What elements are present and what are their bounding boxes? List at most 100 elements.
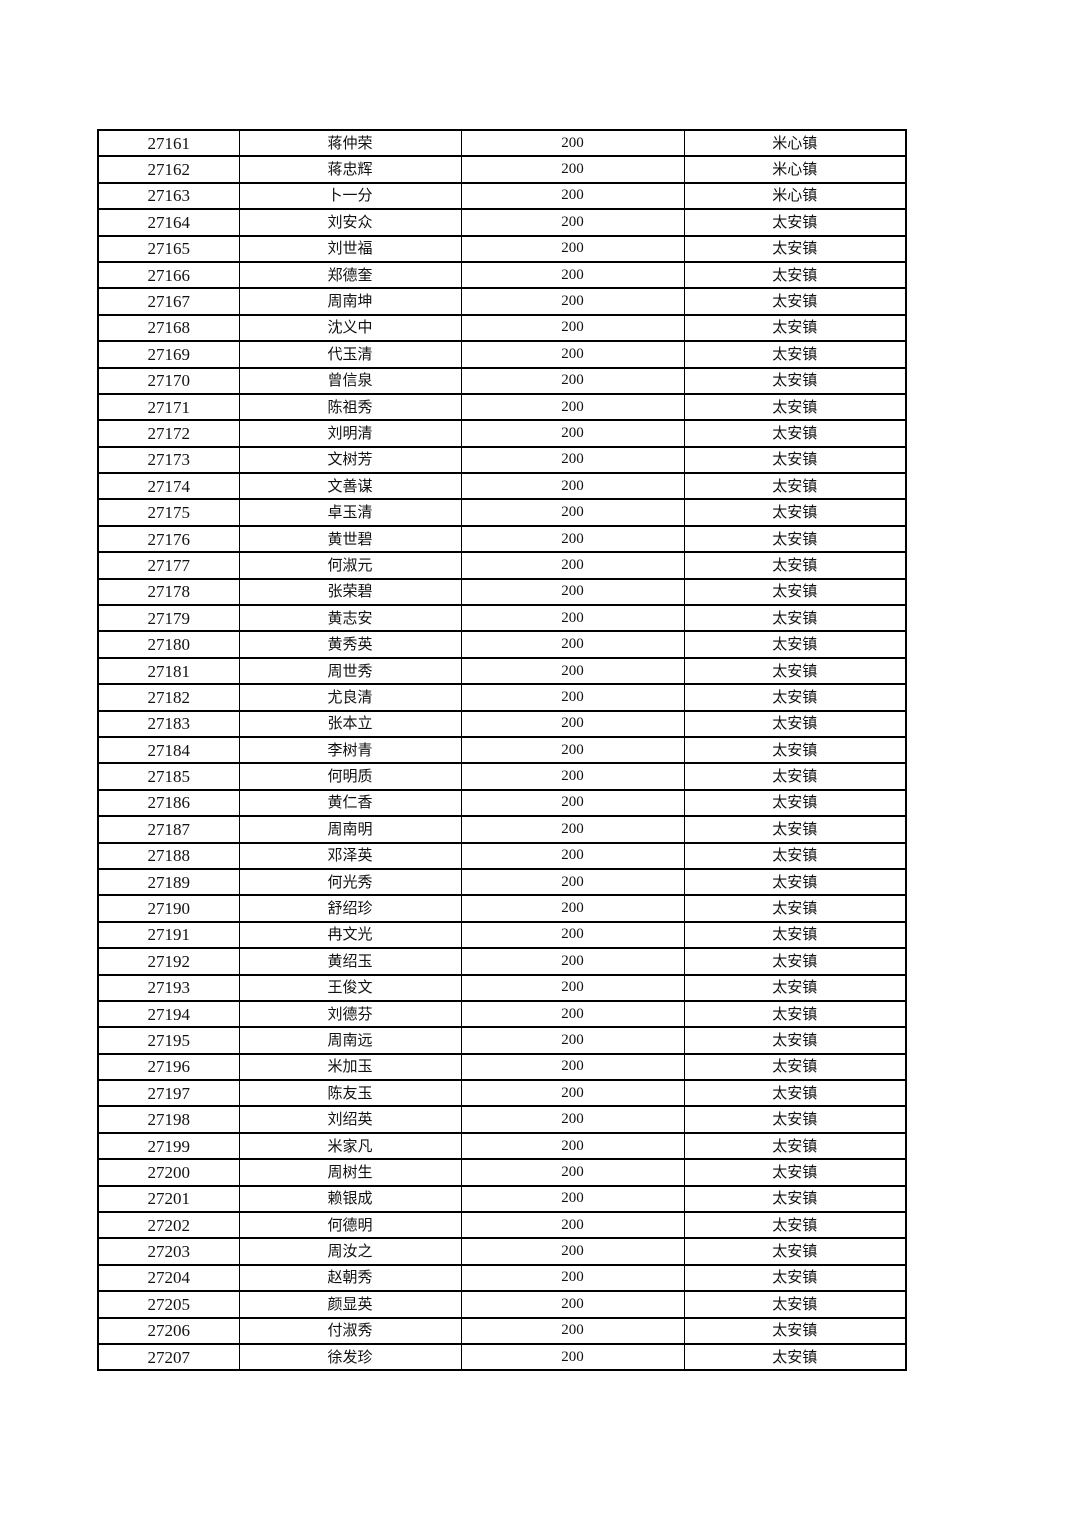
cell-town: 米心镇 xyxy=(683,129,907,158)
cell-amount: 200 xyxy=(460,1211,685,1240)
cell-amount: 200 xyxy=(460,129,685,158)
cell-amount: 200 xyxy=(460,551,685,580)
cell-amount: 200 xyxy=(460,1132,685,1161)
table-row: 27168 沈义中 200 太安镇 xyxy=(97,314,907,343)
cell-amount: 200 xyxy=(460,1079,685,1108)
table-row: 27179 黄志安 200 太安镇 xyxy=(97,604,907,633)
cell-amount: 200 xyxy=(460,155,685,184)
cell-id: 27180 xyxy=(97,630,240,659)
cell-name: 米家凡 xyxy=(238,1132,462,1161)
cell-amount: 200 xyxy=(460,894,685,923)
table-row: 27204 赵朝秀 200 太安镇 xyxy=(97,1264,907,1293)
cell-name: 周南坤 xyxy=(238,287,462,316)
cell-amount: 200 xyxy=(460,419,685,448)
cell-name: 刘世福 xyxy=(238,235,462,263)
cell-name: 代玉清 xyxy=(238,340,462,369)
cell-name: 刘绍英 xyxy=(238,1105,462,1134)
cell-id: 27187 xyxy=(97,815,240,844)
table-row: 27202 何德明 200 太安镇 xyxy=(97,1211,907,1240)
cell-amount: 200 xyxy=(460,1000,685,1029)
cell-id: 27202 xyxy=(97,1211,240,1240)
cell-town: 太安镇 xyxy=(683,868,907,897)
table-row: 27185 何明质 200 太安镇 xyxy=(97,762,907,791)
cell-town: 太安镇 xyxy=(683,446,907,475)
cell-id: 27201 xyxy=(97,1185,240,1214)
cell-amount: 200 xyxy=(460,472,685,501)
cell-name: 周汝之 xyxy=(238,1237,462,1266)
cell-id: 27181 xyxy=(97,657,240,686)
cell-name: 赖银成 xyxy=(238,1185,462,1214)
cell-amount: 200 xyxy=(460,921,685,950)
table-row: 27163 卜一分 200 米心镇 xyxy=(97,182,907,211)
cell-name: 赵朝秀 xyxy=(238,1264,462,1293)
cell-name: 文善谋 xyxy=(238,472,462,501)
cell-name: 尤良清 xyxy=(238,683,462,712)
cell-town: 太安镇 xyxy=(683,1264,907,1293)
table-row: 27183 张本立 200 太安镇 xyxy=(97,710,907,738)
cell-id: 27167 xyxy=(97,287,240,316)
cell-town: 太安镇 xyxy=(683,1079,907,1108)
cell-id: 27205 xyxy=(97,1290,240,1319)
table-row: 27170 曾信泉 200 太安镇 xyxy=(97,367,907,395)
cell-amount: 200 xyxy=(460,657,685,686)
cell-town: 太安镇 xyxy=(683,630,907,659)
table-row: 27167 周南坤 200 太安镇 xyxy=(97,287,907,316)
cell-name: 郑德奎 xyxy=(238,261,462,290)
cell-name: 卜一分 xyxy=(238,182,462,211)
cell-amount: 200 xyxy=(460,578,685,607)
cell-id: 27198 xyxy=(97,1105,240,1134)
cell-id: 27182 xyxy=(97,683,240,712)
cell-town: 太安镇 xyxy=(683,657,907,686)
cell-amount: 200 xyxy=(460,261,685,290)
cell-town: 太安镇 xyxy=(683,1290,907,1319)
cell-id: 27189 xyxy=(97,868,240,897)
cell-town: 太安镇 xyxy=(683,683,907,712)
table-row: 27174 文善谋 200 太安镇 xyxy=(97,472,907,501)
cell-id: 27170 xyxy=(97,367,240,395)
cell-town: 太安镇 xyxy=(683,710,907,738)
cell-name: 卓玉清 xyxy=(238,498,462,527)
table-row: 27197 陈友玉 200 太安镇 xyxy=(97,1079,907,1108)
cell-name: 蒋仲荣 xyxy=(238,129,462,158)
cell-amount: 200 xyxy=(460,630,685,659)
cell-town: 太安镇 xyxy=(683,894,907,923)
cell-amount: 200 xyxy=(460,287,685,316)
table-row: 27198 刘绍英 200 太安镇 xyxy=(97,1105,907,1134)
cell-amount: 200 xyxy=(460,393,685,422)
cell-amount: 200 xyxy=(460,1290,685,1319)
table-row: 27164 刘安众 200 太安镇 xyxy=(97,208,907,237)
table-row: 27166 郑德奎 200 太安镇 xyxy=(97,261,907,290)
cell-town: 太安镇 xyxy=(683,921,907,950)
cell-name: 黄世碧 xyxy=(238,525,462,554)
cell-id: 27162 xyxy=(97,155,240,184)
cell-amount: 200 xyxy=(460,604,685,633)
cell-town: 太安镇 xyxy=(683,525,907,554)
cell-amount: 200 xyxy=(460,683,685,712)
cell-name: 何淑元 xyxy=(238,551,462,580)
cell-amount: 200 xyxy=(460,868,685,897)
cell-name: 付淑秀 xyxy=(238,1317,462,1345)
cell-name: 刘德芬 xyxy=(238,1000,462,1029)
table-row: 27178 张荣碧 200 太安镇 xyxy=(97,578,907,607)
cell-town: 太安镇 xyxy=(683,762,907,791)
cell-name: 邓泽英 xyxy=(238,842,462,870)
cell-name: 曾信泉 xyxy=(238,367,462,395)
cell-name: 李树青 xyxy=(238,736,462,765)
cell-amount: 200 xyxy=(460,208,685,237)
cell-id: 27195 xyxy=(97,1026,240,1055)
cell-id: 27196 xyxy=(97,1053,240,1082)
cell-town: 太安镇 xyxy=(683,815,907,844)
table-row: 27181 周世秀 200 太安镇 xyxy=(97,657,907,686)
cell-town: 太安镇 xyxy=(683,340,907,369)
table-row: 27190 舒绍珍 200 太安镇 xyxy=(97,894,907,923)
cell-id: 27203 xyxy=(97,1237,240,1266)
cell-name: 颜显英 xyxy=(238,1290,462,1319)
cell-amount: 200 xyxy=(460,1343,685,1372)
cell-amount: 200 xyxy=(460,446,685,475)
cell-id: 27190 xyxy=(97,894,240,923)
cell-name: 周南远 xyxy=(238,1026,462,1055)
cell-name: 徐发珍 xyxy=(238,1343,462,1372)
cell-name: 黄志安 xyxy=(238,604,462,633)
cell-id: 27176 xyxy=(97,525,240,554)
cell-amount: 200 xyxy=(460,815,685,844)
